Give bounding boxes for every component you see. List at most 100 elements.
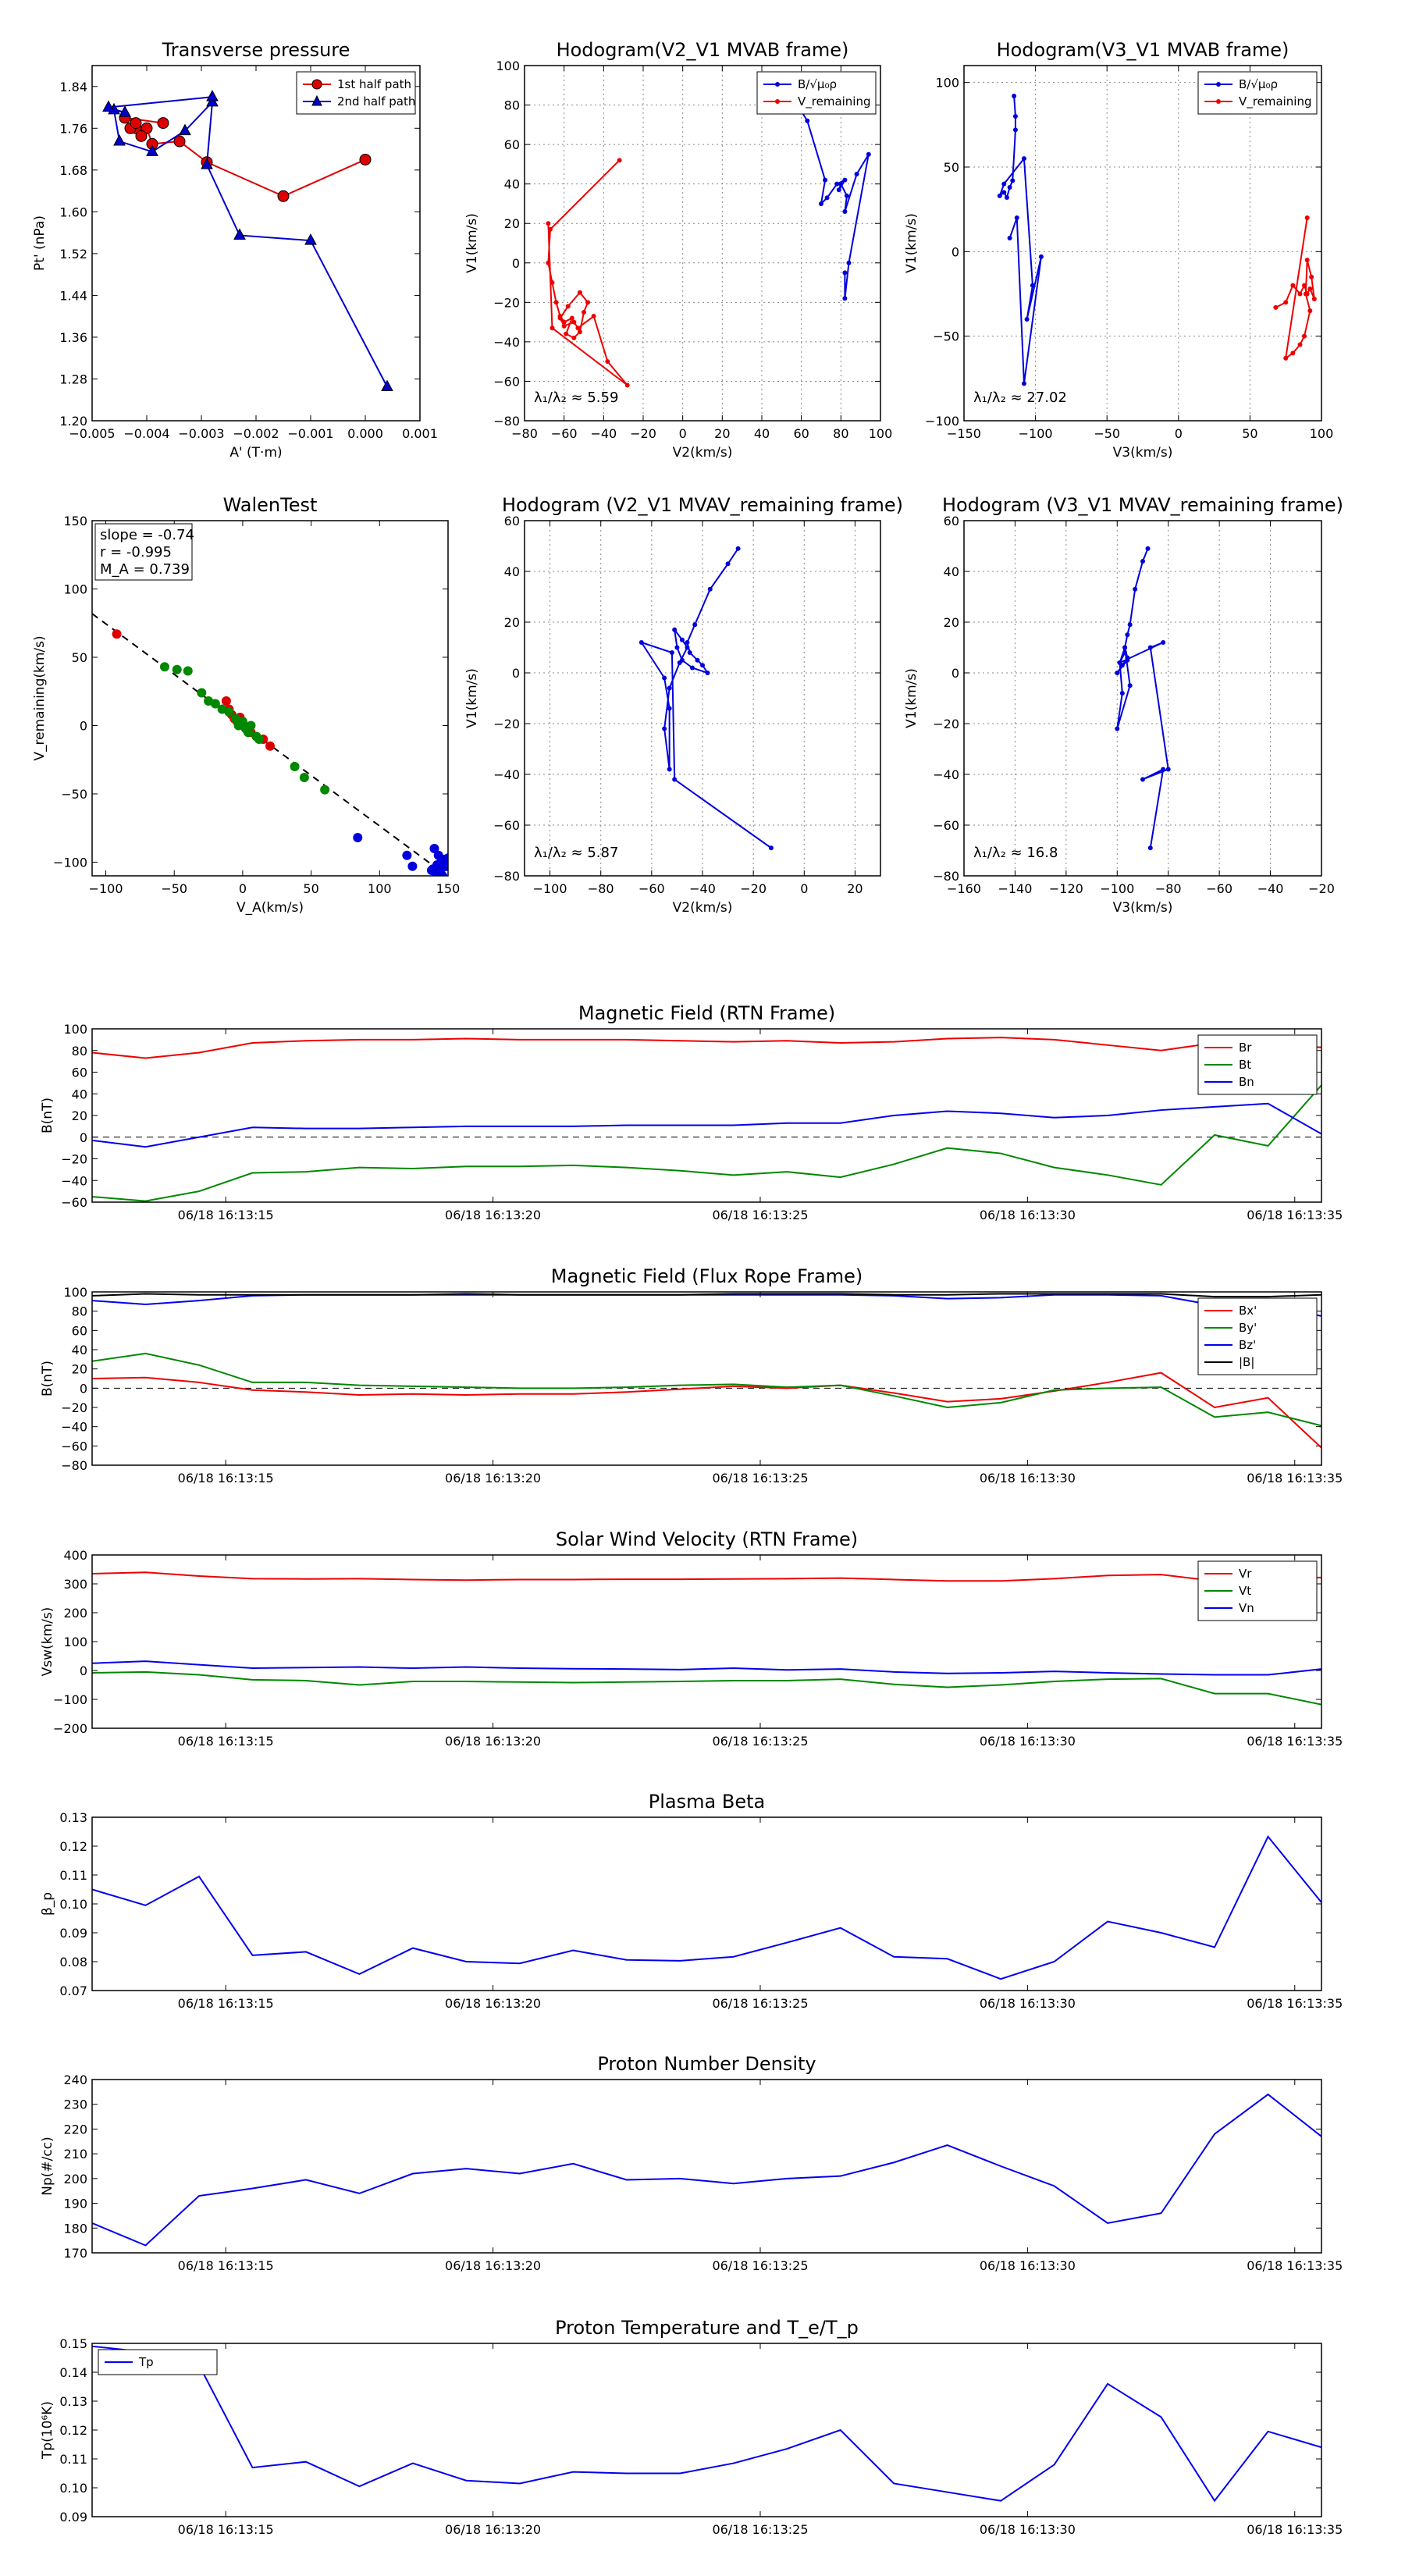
data-point — [819, 201, 823, 206]
data-point — [157, 117, 169, 130]
y-tick-label: −40 — [61, 1420, 87, 1435]
eigen-ratio: λ₁/λ₂ ≈ 16.8 — [973, 845, 1058, 861]
data-point — [638, 640, 644, 645]
data-point — [1304, 258, 1310, 263]
y-tick-label: 0.13 — [59, 2394, 87, 2409]
stats-line: slope = -0.74 — [100, 527, 194, 543]
y-axis-label: V1(km/s) — [464, 668, 480, 728]
x-tick-label: −20 — [1308, 881, 1335, 896]
chart-title: Transverse pressure — [162, 39, 350, 61]
y-tick-label: 20 — [72, 1362, 87, 1377]
x-tick-label: 06/18 16:13:15 — [178, 2522, 274, 2537]
data-point — [1302, 283, 1307, 288]
legend-label: 1st half path — [337, 77, 411, 91]
fit-line — [92, 613, 448, 876]
x-tick-label: 06/18 16:13:25 — [712, 1734, 808, 1749]
x-tick-label: 06/18 16:13:30 — [980, 1734, 1076, 1749]
data-point — [233, 228, 246, 240]
stats-line: M_A = 0.739 — [100, 561, 190, 578]
data-point — [1290, 283, 1296, 288]
x-tick-label: 06/18 16:13:20 — [445, 2522, 541, 2537]
x-tick-label: −100 — [533, 881, 567, 896]
x-tick-label: 06/18 16:13:35 — [1247, 1996, 1343, 2011]
x-tick-label: 06/18 16:13:35 — [1247, 1471, 1343, 1485]
y-tick-label: 1.60 — [59, 205, 87, 219]
y-tick-label: 0.11 — [59, 1868, 87, 1883]
y-tick-label: −80 — [493, 869, 520, 884]
x-tick-label: 06/18 16:13:25 — [712, 2522, 808, 2537]
data-point — [1125, 657, 1130, 663]
x-tick-label: 06/18 16:13:30 — [980, 1996, 1076, 2011]
x-tick-label: 06/18 16:13:35 — [1247, 2522, 1343, 2537]
series-line-B/√μ₀ρ — [998, 95, 1042, 384]
x-axis-label: A' (T·m) — [229, 445, 282, 461]
stats-line: r = -0.995 — [100, 544, 172, 560]
data-point — [1012, 114, 1018, 119]
plot-frame — [91, 2079, 1322, 2254]
data-point — [1010, 178, 1016, 183]
y-tick-label: 240 — [63, 2073, 87, 2087]
y-tick-label: 0.14 — [59, 2365, 87, 2380]
y-tick-label: −60 — [61, 1439, 87, 1453]
data-point — [1125, 632, 1130, 638]
data-point — [1001, 190, 1007, 195]
data-point — [824, 195, 830, 201]
y-tick-label: 190 — [63, 2197, 87, 2211]
data-point — [582, 309, 586, 315]
series-line-1st half path — [124, 116, 366, 197]
y-tick-label: −60 — [61, 1195, 87, 1210]
y-tick-label: 0.09 — [59, 2510, 87, 2524]
data-point — [1021, 381, 1026, 386]
x-tick-label: 06/18 16:13:20 — [445, 1734, 541, 1749]
y-tick-label: −50 — [61, 787, 87, 802]
panel-beta: Plasma Beta 0.07 0.08 0.09 0.10 0.11 0.12 0.13 0… — [40, 1791, 1343, 2011]
data-point — [402, 850, 412, 860]
data-point — [1115, 671, 1120, 675]
plot-frame — [91, 1291, 1322, 1466]
panel-mag_rtn: Magnetic Field (RTN Frame) −60 −40 −20 0 20 40… — [40, 1002, 1343, 1222]
data-point — [146, 144, 158, 156]
x-tick-label: −140 — [998, 881, 1032, 896]
panel-h4: Hodogram (V3_V1 MVAV_remaining frame) −80… — [904, 494, 1343, 916]
data-point — [672, 777, 678, 782]
series-line-Br — [92, 1037, 1321, 1059]
y-tick-label: −60 — [493, 374, 520, 389]
panel-tp_temp: Proton Temperature and T_e/T_p 0.09 0.10 0.… — [40, 2317, 1343, 2537]
x-tick-label: 20 — [847, 881, 863, 896]
x-axis-label: V_A(km/s) — [237, 900, 304, 916]
x-tick-label: 06/18 16:13:20 — [445, 1471, 541, 1485]
y-tick-label: 60 — [72, 1323, 87, 1338]
y-axis-label: Tp(10⁶K) — [40, 2401, 55, 2460]
data-point — [1038, 254, 1044, 259]
data-point — [842, 296, 848, 301]
data-point — [102, 100, 115, 112]
data-point — [172, 664, 182, 674]
plot-area — [92, 1293, 1321, 1449]
data-point — [575, 326, 581, 331]
data-point — [1311, 297, 1317, 301]
y-tick-label: 1.44 — [59, 288, 87, 303]
data-point — [667, 706, 672, 711]
y-tick-label: −40 — [493, 767, 520, 782]
data-point — [854, 172, 859, 177]
legend-label: By' — [1239, 1321, 1257, 1335]
data-point — [1309, 274, 1314, 279]
data-point — [443, 853, 448, 863]
data-point — [591, 314, 596, 319]
series-line-|B| — [92, 1293, 1321, 1298]
data-point — [1140, 559, 1145, 564]
y-tick-label: 0.15 — [59, 2336, 87, 2351]
legend-marker — [311, 94, 322, 106]
series-line-Vr — [92, 1571, 1321, 1582]
y-tick-label: 40 — [504, 177, 520, 192]
y-tick-label: 0 — [951, 666, 959, 681]
y-tick-label: 300 — [63, 1577, 87, 1592]
x-tick-label: −80 — [511, 426, 538, 441]
y-tick-label: 20 — [504, 216, 520, 231]
series-line-Bz' — [92, 1293, 1321, 1317]
chart-title: Plasma Beta — [649, 1791, 765, 1813]
series-line-Bx' — [92, 1372, 1321, 1449]
legend-label: |B| — [1239, 1355, 1254, 1369]
panel-vel: Solar Wind Velocity (RTN Frame) −200 −100 0… — [40, 1528, 1343, 1749]
y-tick-label: 1.76 — [59, 121, 87, 136]
